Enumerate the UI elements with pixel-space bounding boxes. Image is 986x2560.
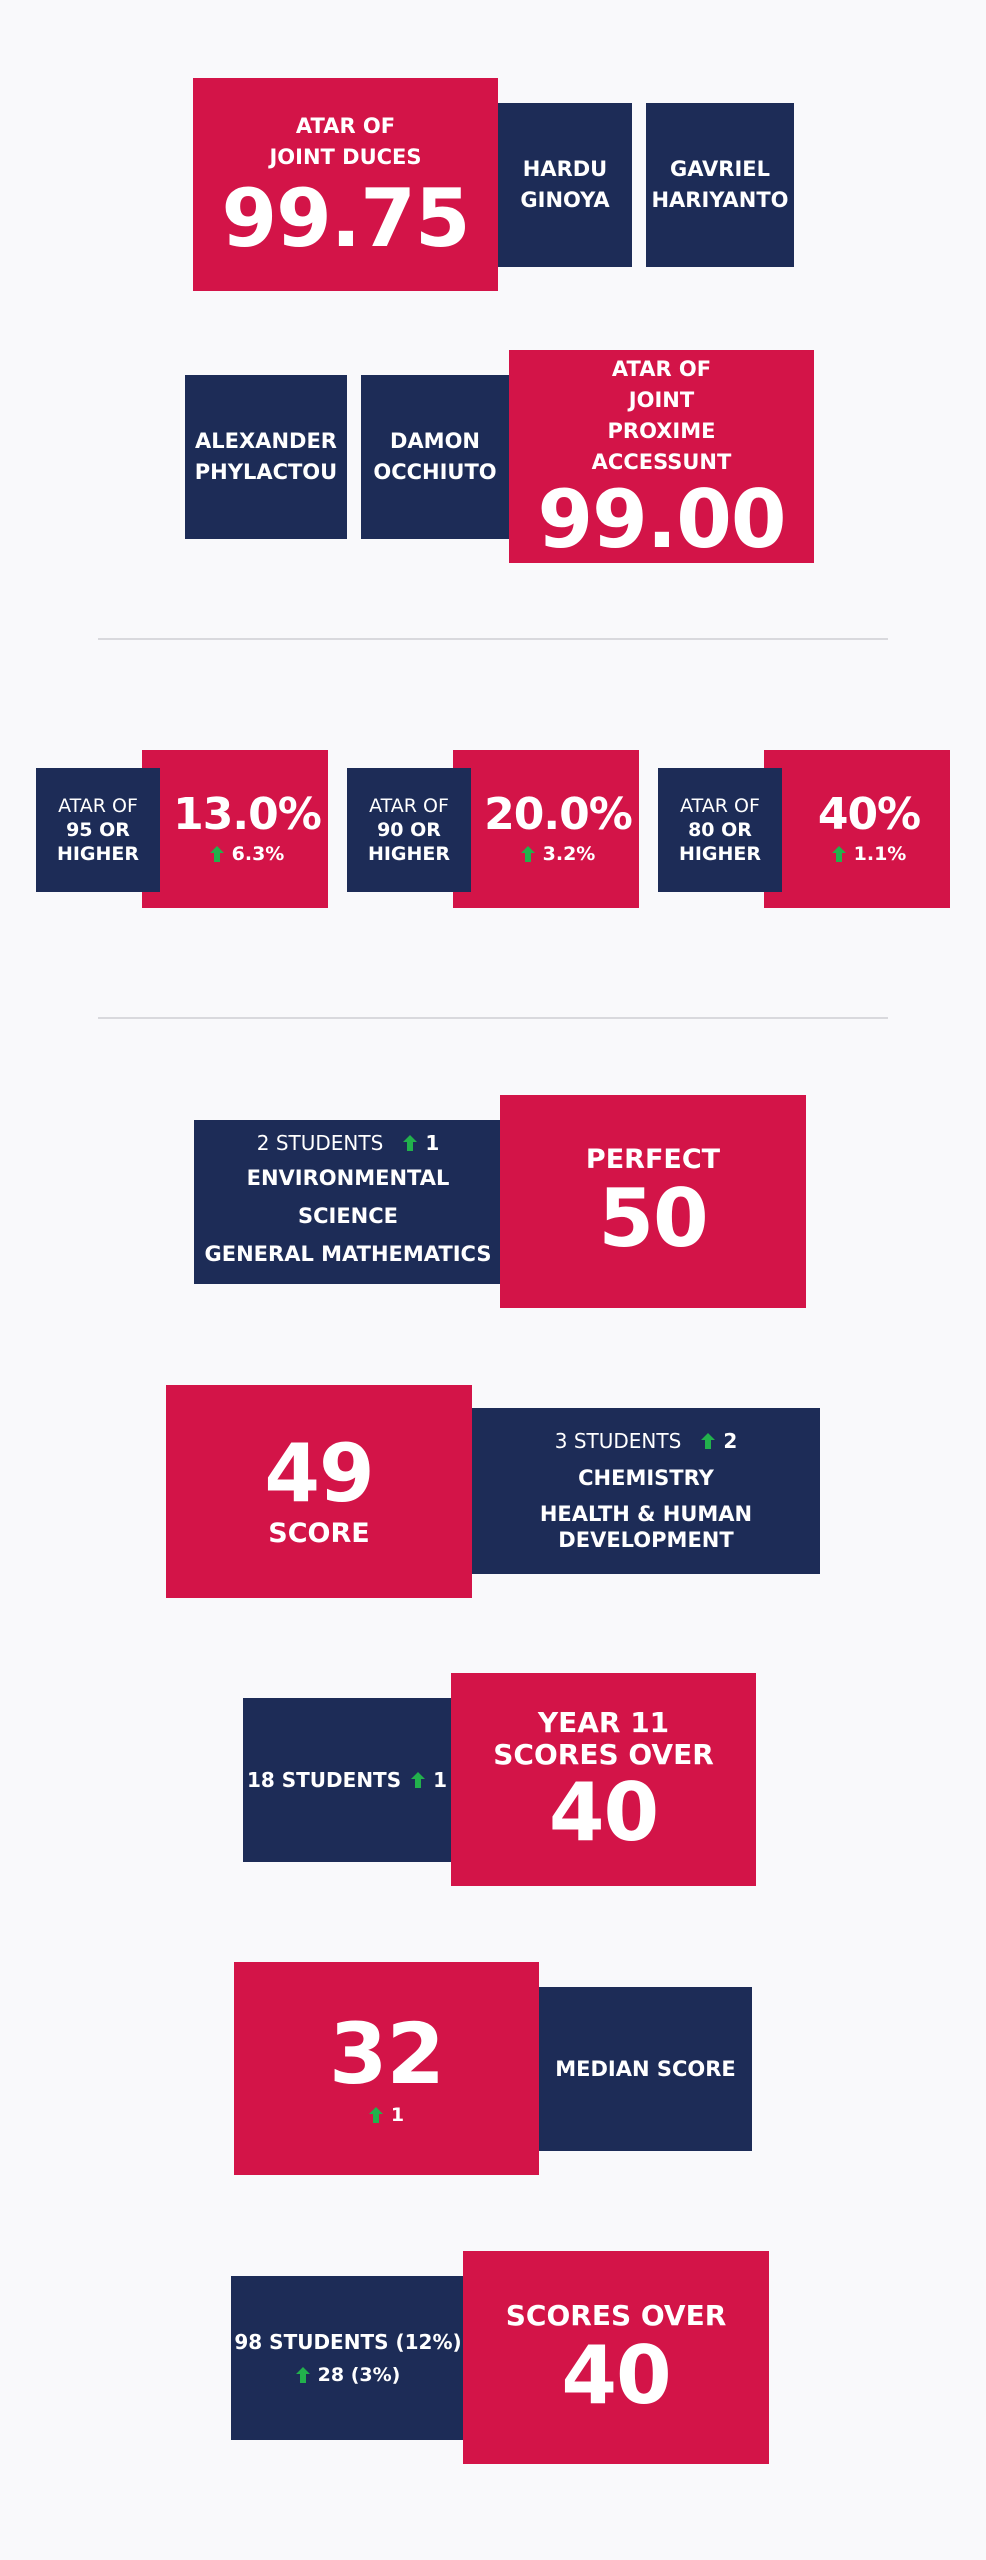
year11-label-line2: SCORES OVER: [493, 1737, 714, 1771]
up-arrow-icon: [369, 2107, 383, 2123]
year11-score-box: YEAR 11 SCORES OVER 40: [451, 1673, 756, 1886]
over40-change-value: 28 (3%): [317, 2364, 401, 2386]
atar-stat-value-box: 13.0% 6.3%: [142, 750, 328, 908]
perfect-subject: GENERAL MATHEMATICS: [204, 1242, 492, 1266]
score49-box: 49 SCORE: [166, 1385, 472, 1598]
duce-last-name: GINOYA: [520, 188, 610, 212]
duce-first-name: HARDU: [522, 157, 608, 181]
proxime-atar-value: 99.00: [537, 472, 786, 566]
duces-atar-label-line1: ATAR OF: [295, 113, 396, 138]
atar-stat-label-line3: HIGHER: [678, 843, 762, 865]
perfect-label: PERFECT: [585, 1144, 721, 1175]
over40-value: 40: [561, 2329, 671, 2422]
year11-students-line: 18 STUDENTS 1: [247, 1768, 447, 1792]
duces-atar-label-line2: JOINT DUCES: [269, 144, 422, 169]
over40-label: SCORES OVER: [505, 2299, 727, 2332]
up-arrow-icon: [701, 1433, 715, 1449]
proxime-last-name: OCCHIUTO: [373, 460, 497, 484]
over40-students-box: 98 STUDENTS (12%) 28 (3%): [231, 2276, 465, 2440]
atar-stat-change: 6.3%: [210, 843, 285, 865]
score49-students-change: 2: [723, 1429, 738, 1453]
proxime-name-box: DAMON OCCHIUTO: [361, 375, 509, 539]
year11-students-change: 1: [433, 1768, 448, 1792]
over40-change: 28 (3%): [296, 2364, 401, 2386]
up-arrow-icon: [296, 2367, 310, 2383]
proxime-atar-box: ATAR OF JOINT PROXIME ACCESSUNT 99.00: [509, 350, 814, 563]
atar-stat-label-line2: 80 OR: [688, 819, 752, 841]
score49-subject: CHEMISTRY: [578, 1466, 714, 1490]
proxime-name-box: ALEXANDER PHYLACTOU: [185, 375, 347, 539]
year11-students-box: 18 STUDENTS 1: [243, 1698, 451, 1862]
duce-last-name: HARIYANTO: [651, 188, 789, 212]
proxime-label-line2: JOINT: [628, 387, 695, 412]
score49-value: 49: [264, 1427, 374, 1520]
year11-label-line1: YEAR 11: [537, 1705, 670, 1739]
perfect-students-line: 2 STUDENTS 1: [257, 1131, 439, 1155]
atar-stat-label-line3: HIGHER: [56, 843, 140, 865]
atar-stat-label-line1: ATAR OF: [680, 795, 760, 817]
proxime-label-line4: ACCESSUNT: [591, 449, 732, 474]
over40-students-count: 98 STUDENTS (12%): [234, 2330, 462, 2354]
score49-students-box: 3 STUDENTS 2 CHEMISTRY HEALTH & HUMAN DE…: [472, 1408, 820, 1574]
atar-stat-value-box: 40% 1.1%: [764, 750, 950, 908]
atar-stat-label-line2: 90 OR: [377, 819, 441, 841]
perfect-score-box: PERFECT 50: [500, 1095, 806, 1308]
atar-stat-label-line2: 95 OR: [66, 819, 130, 841]
perfect-students-count: 2 STUDENTS: [256, 1131, 384, 1155]
score49-label: SCORE: [268, 1518, 370, 1549]
perfect-subject: ENVIRONMENTAL SCIENCE: [246, 1166, 450, 1228]
median-change: 1: [369, 2104, 404, 2126]
perfect-students-change: 1: [425, 1131, 440, 1155]
up-arrow-icon: [403, 1135, 417, 1151]
over40-score-box: SCORES OVER 40: [463, 2251, 769, 2464]
score49-subject: HEALTH & HUMAN: [539, 1502, 753, 1526]
atar-stat-change: 1.1%: [832, 843, 907, 865]
up-arrow-icon: [411, 1772, 425, 1788]
score49-students-line: 3 STUDENTS 2: [555, 1429, 737, 1453]
score49-subject: DEVELOPMENT: [558, 1528, 734, 1552]
section-divider: [98, 638, 888, 640]
duce-name-box: GAVRIEL HARIYANTO: [646, 103, 794, 267]
atar-stat-label-line1: ATAR OF: [58, 795, 138, 817]
proxime-label-line1: ATAR OF: [611, 356, 712, 381]
atar-stat-label-line3: HIGHER: [367, 843, 451, 865]
up-arrow-icon: [521, 846, 535, 862]
year11-students-count: 18 STUDENTS: [246, 1768, 402, 1792]
median-value: 32: [329, 2004, 445, 2103]
duce-name-box: HARDU GINOYA: [498, 103, 632, 267]
atar-stat-label-box: ATAR OF 80 OR HIGHER: [658, 768, 782, 892]
atar-stat-label-box: ATAR OF 95 OR HIGHER: [36, 768, 160, 892]
up-arrow-icon: [210, 846, 224, 862]
duces-atar-value: 99.75: [221, 171, 470, 265]
proxime-first-name: ALEXANDER: [195, 429, 337, 453]
duces-atar-box: ATAR OF JOINT DUCES 99.75: [193, 78, 498, 291]
proxime-last-name: PHYLACTOU: [194, 460, 338, 484]
atar-stat-change-value: 3.2%: [542, 843, 596, 865]
atar-stat-change-value: 1.1%: [853, 843, 907, 865]
proxime-label-line3: PROXIME: [607, 418, 716, 443]
up-arrow-icon: [832, 846, 846, 862]
perfect-value: 50: [598, 1172, 708, 1265]
section-divider: [98, 1017, 888, 1019]
median-change-value: 1: [390, 2103, 405, 2126]
perfect-students-box: 2 STUDENTS 1 ENVIRONMENTAL SCIENCE GENER…: [194, 1120, 502, 1284]
median-score-box: 32 1: [234, 1962, 539, 2175]
atar-stat-value: 13.0%: [173, 789, 322, 840]
atar-stat-change-value: 6.3%: [231, 843, 285, 865]
duce-first-name: GAVRIEL: [669, 157, 771, 181]
atar-stat-value: 40%: [817, 789, 921, 840]
median-label-box: MEDIAN SCORE: [539, 1987, 752, 2151]
atar-stat-value: 20.0%: [484, 789, 633, 840]
score49-students-count: 3 STUDENTS: [554, 1429, 682, 1453]
atar-stat-label-box: ATAR OF 90 OR HIGHER: [347, 768, 471, 892]
median-label: MEDIAN SCORE: [555, 2057, 736, 2081]
atar-stat-label-line1: ATAR OF: [369, 795, 449, 817]
year11-value: 40: [548, 1765, 659, 1859]
proxime-first-name: DAMON: [389, 429, 480, 453]
atar-stat-value-box: 20.0% 3.2%: [453, 750, 639, 908]
atar-stat-change: 3.2%: [521, 843, 596, 865]
